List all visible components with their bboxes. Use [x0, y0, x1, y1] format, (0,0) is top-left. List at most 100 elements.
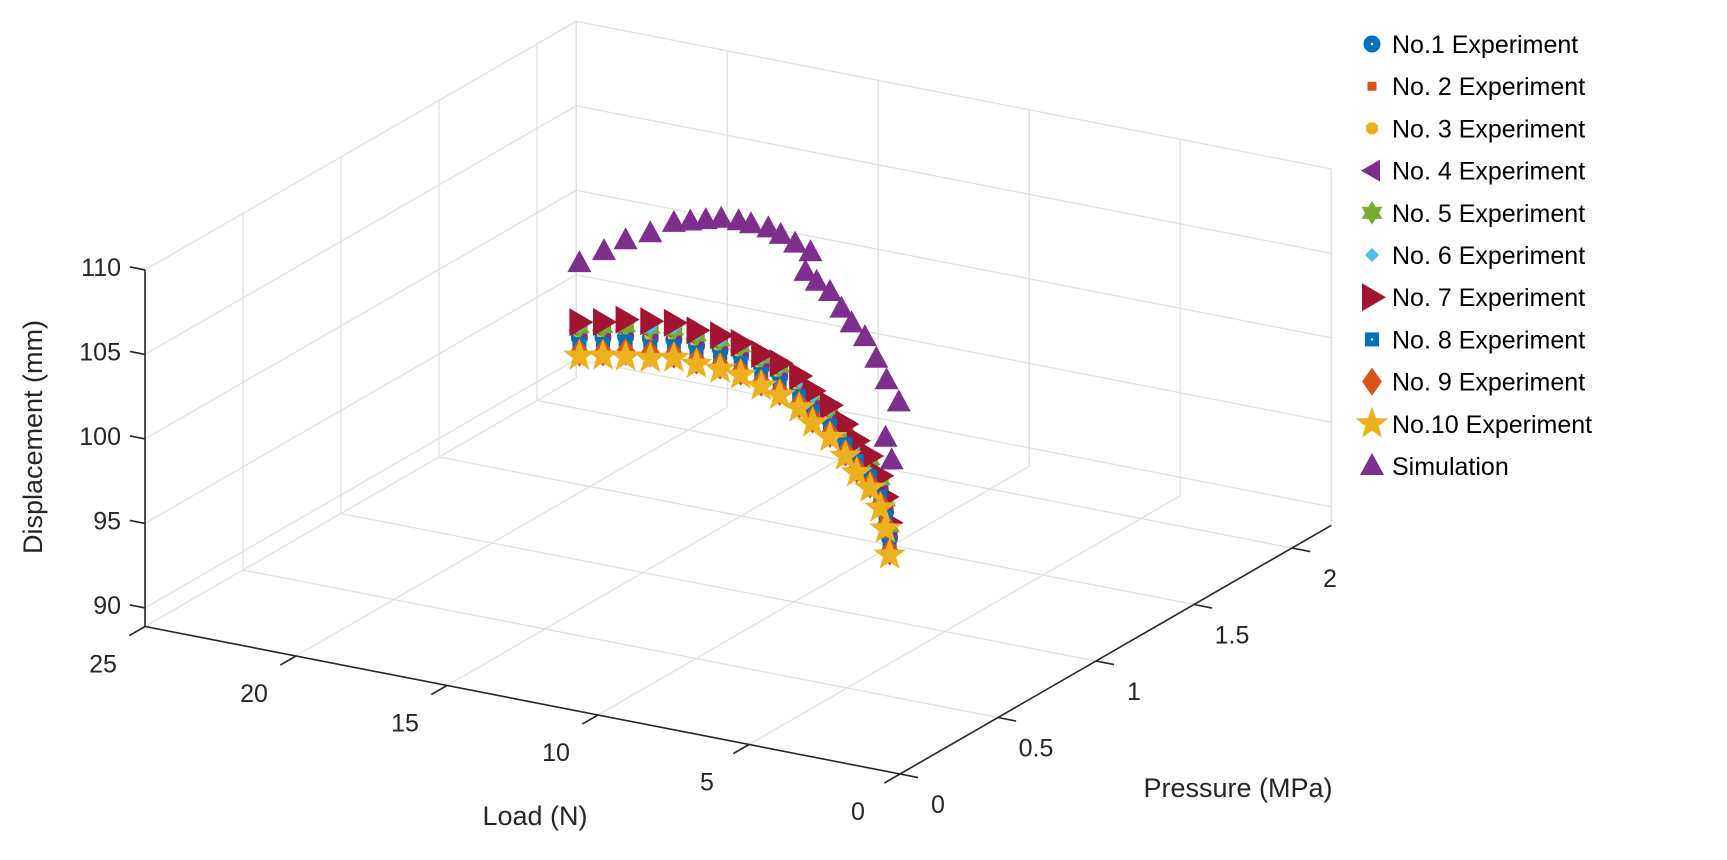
up-triangle-marker: [567, 250, 592, 273]
data-point: [886, 389, 911, 412]
up-triangle-marker: [756, 215, 781, 238]
data-point: [634, 341, 667, 373]
wall-gridline-displacement: [144, 189, 577, 440]
z-tick-label: 90: [93, 592, 121, 620]
pentagram-marker: [864, 491, 897, 522]
data-point: [563, 339, 596, 370]
data-point: [860, 442, 885, 470]
x-tick: [279, 655, 297, 666]
legend-entry: No. 7 Experiment: [1362, 283, 1585, 312]
up-triangle-marker: [798, 239, 823, 262]
y-tick-label: 1: [1127, 678, 1141, 706]
data-point: [638, 220, 663, 243]
right-triangle-marker: [835, 410, 860, 439]
up-triangle-marker: [879, 447, 904, 470]
pentagram-marker: [563, 339, 596, 370]
pentagram-marker: [829, 439, 862, 470]
x-tick: [430, 684, 448, 696]
series-10: [563, 338, 906, 569]
data-point: [846, 426, 871, 455]
pentagram-marker: [586, 338, 620, 370]
z-tick: [129, 519, 146, 525]
data-point: [852, 324, 877, 347]
up-triangle-marker: [638, 220, 663, 243]
legend-label: No. 3 Experiment: [1392, 115, 1585, 143]
data-point: [586, 338, 620, 370]
right-triangle-marker: [751, 340, 776, 368]
legend-marker-icon: [1362, 367, 1382, 396]
data-point: [869, 512, 902, 543]
data-point: [569, 308, 594, 337]
floor-gridline-load: [597, 465, 1030, 716]
data-point: [840, 455, 873, 487]
legend-marker-icon: [1361, 159, 1380, 182]
up-triangle-marker: [793, 258, 818, 281]
legend: No.1 Experiment No. 2 Experiment No. 3 Exp…: [1355, 31, 1592, 481]
data-point: [745, 369, 778, 400]
x-tick: [883, 773, 901, 784]
floor-gridline-load: [295, 406, 728, 657]
legend-entry: No. 8 Experiment: [1365, 326, 1585, 354]
data-point: [793, 258, 818, 281]
floor-gridline-pressure: [242, 569, 999, 719]
marker-center-dot: [1370, 42, 1374, 46]
legend-entry: Simulation: [1360, 453, 1509, 481]
right-triangle-marker: [593, 308, 617, 336]
y-tick-label: 2: [1323, 565, 1337, 593]
up-triangle-marker: [864, 345, 889, 368]
right-triangle-marker: [846, 426, 871, 455]
floor-gridline-pressure: [438, 456, 1195, 606]
data-point: [709, 205, 734, 228]
up-triangle-marker: [829, 295, 854, 318]
up-triangle-marker: [592, 238, 616, 261]
data-point: [783, 391, 816, 422]
data-point: [567, 250, 592, 273]
data-point: [874, 367, 899, 390]
data-point: [661, 209, 686, 232]
z-tick: [129, 435, 146, 440]
pentagram-marker: [609, 339, 642, 371]
data-point: [657, 341, 690, 372]
legend-label: Simulation: [1392, 453, 1509, 481]
up-triangle-marker: [874, 367, 899, 390]
right-triangle-marker: [686, 316, 711, 345]
data-point: [820, 391, 844, 420]
data-point: [763, 378, 796, 410]
wall-gridline-displacement: [576, 274, 1332, 423]
legend-label: No.1 Experiment: [1392, 31, 1578, 59]
pentagram-marker: [840, 455, 873, 487]
legend-label: No. 6 Experiment: [1392, 242, 1585, 270]
right-triangle-marker: [789, 362, 814, 390]
floor-gridline-load: [446, 436, 879, 687]
wall-gridline-displacement: [576, 105, 1332, 254]
legend-marker-icon: [1366, 122, 1378, 135]
data-point: [783, 230, 808, 253]
pentagram-marker: [853, 471, 887, 502]
pentagram-marker: [634, 341, 667, 373]
legend-marker-icon: [1355, 406, 1389, 438]
data-point: [640, 307, 665, 336]
x-tick-label: 10: [542, 739, 570, 767]
z-tick-label: 110: [81, 254, 121, 282]
legend-marker-icon: [1365, 248, 1379, 262]
data-point: [818, 279, 842, 301]
data-point: [663, 308, 688, 337]
x-tick: [732, 743, 750, 755]
legend-marker-icon: [1365, 332, 1379, 347]
data-point: [835, 410, 860, 439]
legend-label: No. 2 Experiment: [1392, 73, 1585, 101]
up-triangle-marker: [661, 209, 686, 232]
data-point: [802, 376, 827, 405]
z-tick-label: 100: [79, 423, 121, 451]
series-7: [569, 305, 904, 537]
y-tick-label: 1.5: [1215, 622, 1250, 650]
data-point: [829, 439, 862, 470]
up-triangle-marker: [783, 230, 808, 253]
data-point: [813, 420, 847, 452]
data-point: [853, 471, 887, 502]
data-point: [789, 362, 814, 390]
legend-entry: No. 3 Experiment: [1366, 115, 1585, 143]
legend-marker-icon: [1362, 283, 1386, 312]
data-point: [873, 537, 906, 569]
